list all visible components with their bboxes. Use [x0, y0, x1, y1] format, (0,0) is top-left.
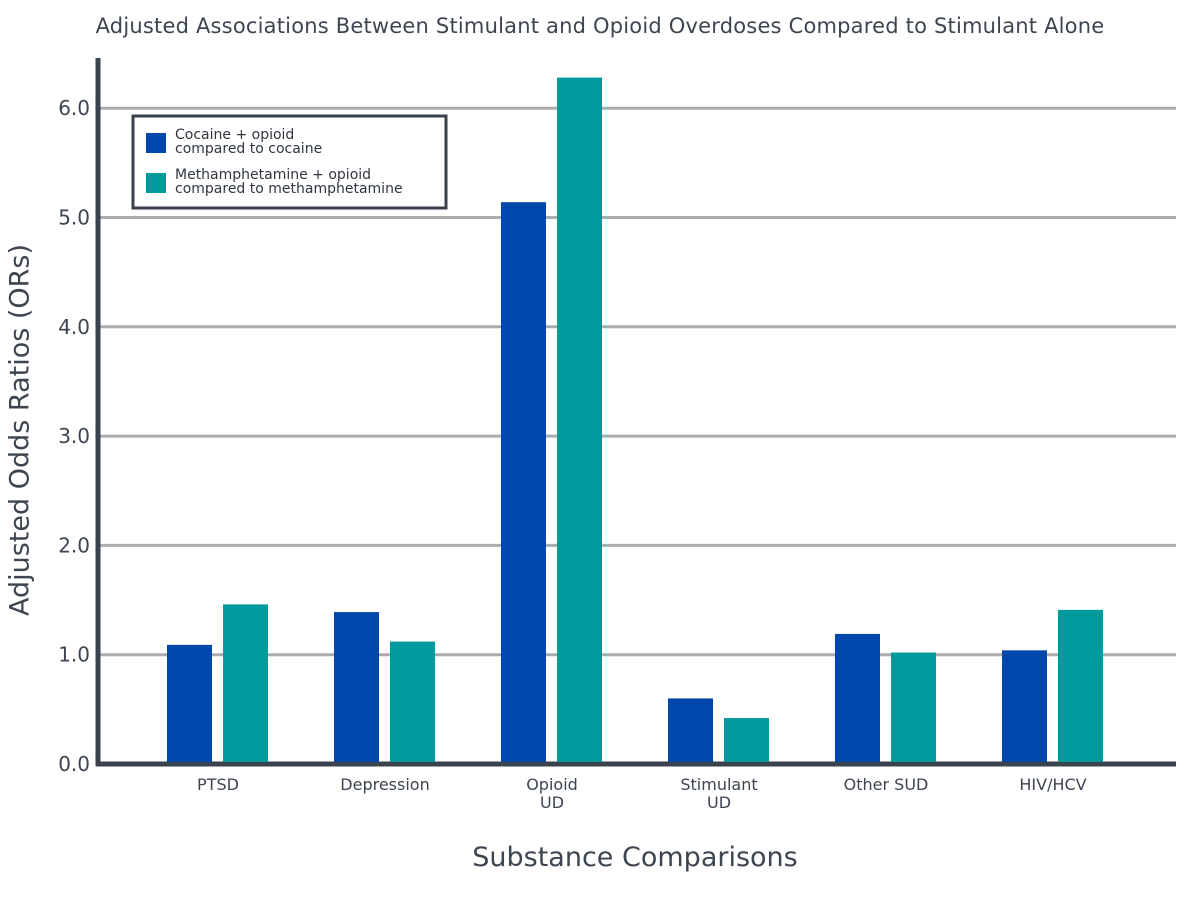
category-label: Other SUD — [844, 775, 929, 794]
legend-label: compared to methamphetamine — [175, 181, 403, 197]
category-label: UD — [540, 793, 564, 812]
legend-label: Cocaine + opioid — [175, 127, 294, 143]
category-label: HIV/HCV — [1019, 775, 1086, 794]
category-label: Stimulant — [680, 775, 757, 794]
legend-swatch — [146, 133, 166, 153]
bar — [891, 652, 936, 762]
category-label: Depression — [340, 775, 429, 794]
bar — [835, 633, 880, 762]
y-tick-label: 4.0 — [58, 315, 90, 339]
legend-label: Methamphetamine + opioid — [175, 167, 371, 183]
y-tick-label: 0.0 — [58, 752, 90, 776]
y-tick-label: 5.0 — [58, 206, 90, 230]
y-tick-label: 6.0 — [58, 96, 90, 120]
bar — [1058, 609, 1103, 762]
y-tick-label: 2.0 — [58, 533, 90, 557]
legend-box — [131, 114, 448, 210]
y-tick-label: 1.0 — [58, 643, 90, 667]
bar — [390, 641, 435, 762]
bar — [668, 698, 713, 762]
category-label: UD — [707, 793, 731, 812]
bar — [334, 612, 379, 762]
category-label: Opioid — [526, 775, 578, 794]
bar — [223, 604, 268, 762]
bar — [167, 644, 212, 762]
bar — [724, 718, 769, 762]
x-axis-title: Substance Comparisons — [472, 842, 798, 873]
legend-swatch — [146, 173, 166, 193]
category-label: PTSD — [197, 775, 239, 794]
bar — [557, 77, 602, 762]
chart-title: Adjusted Associations Between Stimulant … — [95, 14, 1105, 38]
bar — [501, 202, 546, 762]
y-tick-label: 3.0 — [58, 424, 90, 448]
legend-label: compared to cocaine — [175, 141, 322, 157]
bar — [1002, 650, 1047, 762]
